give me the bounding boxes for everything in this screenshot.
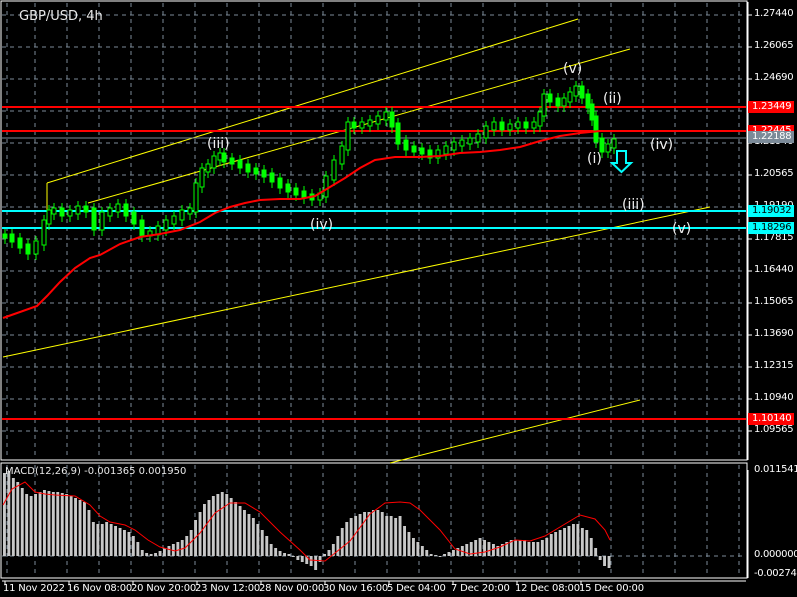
time-tick-label: 12 Dec 08:00 — [515, 583, 580, 594]
time-tick-label: 5 Dec 04:00 — [387, 583, 446, 594]
price-tick-label: 1.17815 — [754, 232, 794, 243]
price-tick-label: 1.09565 — [754, 424, 794, 435]
macd-tick-label: 0.000000 — [754, 549, 797, 560]
macd-signal-line — [2, 481, 611, 562]
price-tick-label: 1.13690 — [754, 328, 794, 339]
price-level-badge: 1.19032 — [748, 205, 794, 217]
time-tick-label: 20 Nov 20:00 — [131, 583, 197, 594]
macd-tick-label: 0.011541 — [754, 464, 797, 475]
price-level-badge: 1.23449 — [748, 101, 794, 113]
macd-indicator-label: MACD(12,26,9) -0.001365 0.001950 — [5, 466, 187, 477]
wave-label: (iii) — [622, 197, 645, 213]
macd-tick-label: -0.002742 — [754, 568, 797, 579]
wave-label: (ii) — [603, 91, 622, 107]
price-tick-label: 1.15065 — [754, 296, 794, 307]
macd-histogram — [3, 471, 611, 570]
time-tick-label: 30 Nov 16:00 — [323, 583, 389, 594]
price-tick-label: 1.12315 — [754, 360, 794, 371]
grid-lines — [2, 3, 746, 577]
trendlines — [2, 18, 711, 464]
wave-label: (iv) — [650, 137, 674, 153]
price-level-badge: 1.18296 — [748, 222, 794, 234]
candlesticks — [2, 81, 617, 260]
price-tick-label: 1.10940 — [754, 392, 794, 403]
wave-label: (v) — [672, 221, 692, 237]
price-level-badge: 1.22188 — [748, 131, 794, 143]
down-arrow-icon — [609, 150, 634, 174]
wave-label: (iii) — [207, 136, 230, 152]
time-tick-label: 28 Nov 00:00 — [259, 583, 325, 594]
time-tick-label: 11 Nov 2022 — [3, 583, 65, 594]
moving-average-line — [2, 130, 610, 319]
time-tick-label: 16 Nov 08:00 — [67, 583, 133, 594]
price-tick-label: 1.24690 — [754, 72, 794, 83]
price-tick-label: 1.27440 — [754, 8, 794, 19]
time-tick-label: 15 Dec 00:00 — [579, 583, 644, 594]
price-tick-label: 1.26065 — [754, 40, 794, 51]
macd-pane-frame — [0, 462, 748, 579]
price-tick-label: 1.20565 — [754, 168, 794, 179]
time-tick-label: 23 Nov 12:00 — [195, 583, 261, 594]
time-tick-label: 7 Dec 20:00 — [451, 583, 510, 594]
chart-title: GBP/USD, 4h — [19, 9, 103, 24]
horizontal-levels — [2, 106, 746, 420]
wave-label: (iv) — [310, 217, 334, 233]
wave-label: (i) — [587, 151, 602, 167]
main-pane-frame — [0, 0, 748, 461]
price-tick-label: 1.16440 — [754, 264, 794, 275]
wave-label: (v) — [563, 61, 583, 77]
price-level-badge: 1.10140 — [748, 413, 794, 425]
